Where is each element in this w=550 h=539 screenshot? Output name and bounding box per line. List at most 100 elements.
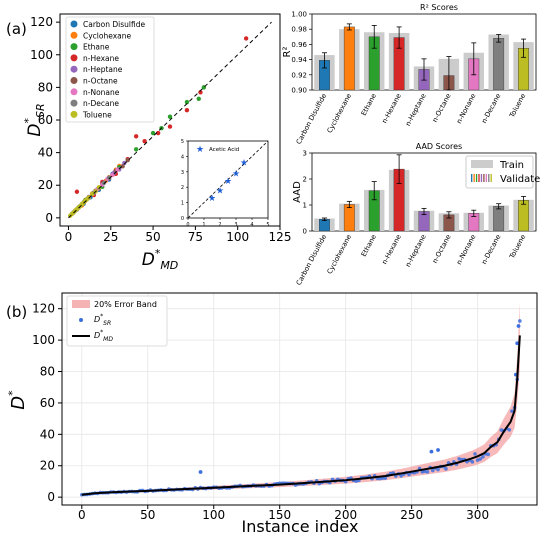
parity-x-tick-label: 125 [269,230,292,244]
r2-y-tick-label: 0.96 [291,41,307,49]
parity-point [89,191,95,197]
r2-y-tick-label: 0.92 [291,71,307,79]
parity-x-label-main: D [142,250,155,270]
instance-y-tick-label: 60 [40,396,55,410]
inset-x-tick-label: 2 [218,222,221,228]
instance-x-tick-label: 50 [140,508,155,522]
inset-y-tick-label: 1 [181,201,184,207]
parity-legend-label: n-Nonane [83,88,120,97]
parity-legend-marker [70,77,78,84]
parity-legend-marker [70,31,78,39]
aad-y-label: AAD [292,181,303,203]
parity-point [74,189,80,194]
inset-x-tick-label: 5 [266,222,269,228]
parity-y-label: D*SR [22,103,47,136]
sr-point [518,319,522,323]
inset-y-ticks: 0 1 2 3 4 5 [181,139,188,222]
r2-chart: R² Scores 0.90 0.92 0.94 0.96 0.98 1.00 Carbo… [282,3,537,146]
parity-legend-label: n-Hexane [83,54,119,63]
parity-legend-marker [70,99,78,107]
inset-x-ticks: 0 1 2 3 4 5 [186,218,270,228]
instance-y-label-sup: * [6,390,19,396]
instance-y-label: D* [6,390,29,410]
parity-x-tick-label: 75 [188,230,203,244]
inset-point: ★ [240,159,248,169]
sr-point [444,467,448,471]
aad-y-tick-label: 3 [303,150,307,158]
instance-legend-sr-marker [79,318,83,322]
parity-point [167,114,173,119]
parity-y-tick-label: 40 [38,146,53,160]
sr-point [516,324,521,328]
aad-legend-validate-stripe [490,174,492,182]
aad-legend-validate-stripe [488,174,490,182]
parity-y-label-main: D [25,124,45,137]
aad-y-tick-label: 0 [303,228,307,236]
instance-legend-sr-sub: SR [103,320,111,327]
inset-x-tick-label: 4 [250,222,253,228]
sr-point [473,452,477,456]
aad-validate-bar [518,200,529,232]
parity-x-label: D*MD [142,247,179,272]
instance-legend-sr-main: D [94,315,100,324]
inset-legend-label: Acetic Acid [209,147,239,153]
parity-point [133,134,139,139]
instance-legend-md-label: D*MD [94,329,113,343]
inset-y-tick-label: 2 [181,185,184,191]
parity-point [106,175,112,180]
r2-x-tick-label: n-Decane [480,92,502,125]
aad-chart: AAD Scores 0 1 2 3 Carbon DisulfideCyclohex… [292,142,540,287]
inset-identity-line [187,140,269,219]
inset-y-tick-label: 5 [181,139,184,145]
r2-y-tick-label: 0.94 [291,56,307,64]
parity-legend-marker [70,43,78,51]
instance-y-tick-label: 0 [47,490,55,504]
instance-legend-sr-sup: * [100,313,103,320]
parity-point [184,108,190,113]
parity-y-tick-label: 20 [38,178,53,192]
aad-legend-validate-stripe [475,174,478,182]
parity-point [133,147,139,152]
instance-legend-box [66,295,168,347]
parity-point [184,99,190,105]
r2-x-tick-label: Cyclohexane [326,92,354,134]
aad-legend-train-label: Train [499,160,524,171]
instance-legend-band-swatch [72,300,90,308]
inset-point: ★ [224,177,232,187]
sr-point [429,449,434,454]
sr-point [515,341,520,346]
aad-legend-validate-stripe [478,174,480,182]
sr-point [507,427,512,432]
parity-legend-marker [70,54,78,62]
parity-y-tick-label: 60 [38,113,53,127]
sr-point [436,467,440,472]
parity-point [150,130,156,136]
parity-y-label-sup: * [22,118,35,124]
sr-point [198,470,203,474]
instance-legend-sr-label: D*SR [94,313,111,327]
parity-point [122,160,127,166]
aad-legend-train-swatch [471,160,493,168]
parity-point [167,124,173,129]
aad-x-tick-label: n-Octane [431,233,453,264]
instance-chart: 0 50 100 150 200 250 300 0 20 40 60 80 100 120 Insta… [6,292,538,536]
inset-legend-marker: ★ [196,145,204,155]
parity-x-tick-label: 0 [65,230,73,244]
parity-x-label-sub: MD [160,259,178,272]
aad-title: AAD Scores [416,142,462,151]
parity-legend-marker [70,88,78,96]
parity-x-tick-label: 25 [103,230,118,244]
parity-legend-label: Carbon Disulfide [83,20,145,29]
r2-validate-bar [343,26,355,91]
inset-y-tick-label: 0 [181,216,184,222]
parity-legend-items: Carbon Disulfide Cyclohexane Ethane n-Hexan… [70,20,145,119]
sr-point [399,473,403,478]
parity-y-tick-label: 120 [30,15,53,29]
parity-legend-label: Cyclohexane [83,31,131,40]
parity-legend-marker [70,110,78,118]
aad-x-tick-label: Toluene [508,233,528,261]
parity-point [115,167,120,172]
aad-x-tick-label: n-Nonane [455,233,478,266]
